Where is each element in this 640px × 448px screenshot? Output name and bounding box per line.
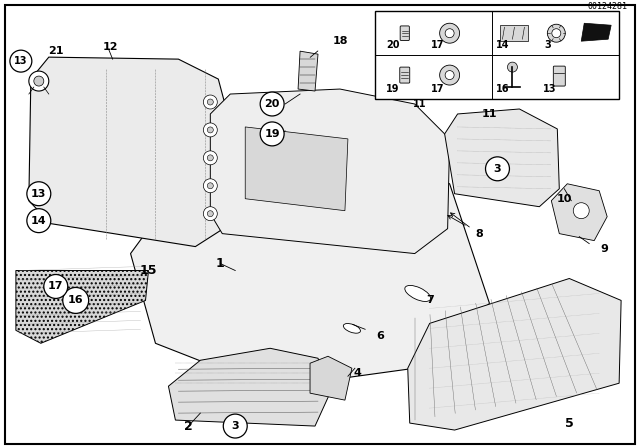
Circle shape	[204, 179, 218, 193]
Polygon shape	[245, 127, 348, 211]
Circle shape	[204, 95, 218, 109]
Text: 6: 6	[376, 332, 384, 341]
Circle shape	[207, 155, 213, 161]
Polygon shape	[29, 57, 238, 246]
Text: 19: 19	[264, 129, 280, 139]
Polygon shape	[445, 109, 559, 207]
Circle shape	[440, 65, 460, 85]
Circle shape	[207, 127, 213, 133]
Text: 11: 11	[413, 99, 426, 109]
Text: 20: 20	[264, 99, 280, 109]
Text: 11: 11	[482, 109, 497, 119]
Text: 00124281: 00124281	[587, 2, 627, 11]
Polygon shape	[298, 51, 318, 91]
FancyBboxPatch shape	[400, 67, 410, 83]
Circle shape	[204, 151, 218, 165]
Circle shape	[508, 62, 517, 72]
Polygon shape	[408, 279, 621, 430]
Circle shape	[29, 71, 49, 91]
Polygon shape	[16, 271, 148, 343]
Circle shape	[573, 202, 589, 219]
Circle shape	[552, 29, 561, 38]
Circle shape	[204, 123, 218, 137]
Text: 15: 15	[140, 264, 157, 277]
Circle shape	[445, 29, 454, 38]
Circle shape	[547, 24, 565, 42]
Circle shape	[44, 275, 68, 298]
Text: 13: 13	[543, 84, 556, 94]
Text: 16: 16	[68, 295, 84, 306]
Bar	[375, 11, 619, 99]
Circle shape	[207, 183, 213, 189]
Text: 17: 17	[431, 84, 444, 94]
Text: 7: 7	[426, 295, 433, 306]
Circle shape	[207, 99, 213, 105]
Circle shape	[27, 209, 51, 233]
Circle shape	[10, 50, 32, 72]
Text: 3: 3	[544, 40, 550, 50]
Text: 10: 10	[557, 194, 572, 204]
FancyBboxPatch shape	[400, 26, 410, 40]
Polygon shape	[581, 23, 611, 41]
Text: 17: 17	[48, 281, 63, 292]
Text: 2: 2	[184, 420, 193, 433]
Circle shape	[207, 211, 213, 217]
Text: 9: 9	[600, 244, 608, 254]
Text: 13: 13	[14, 56, 28, 66]
Text: 13: 13	[31, 189, 47, 199]
Ellipse shape	[344, 323, 360, 333]
Circle shape	[440, 23, 460, 43]
Text: 19: 19	[386, 84, 399, 94]
Text: 4: 4	[354, 368, 362, 378]
Ellipse shape	[405, 285, 431, 302]
Text: 20: 20	[386, 40, 399, 50]
Text: 14: 14	[31, 215, 47, 226]
Circle shape	[260, 92, 284, 116]
Polygon shape	[551, 184, 607, 241]
Circle shape	[204, 207, 218, 221]
Text: 12: 12	[103, 42, 118, 52]
Circle shape	[34, 76, 44, 86]
Circle shape	[27, 182, 51, 206]
Polygon shape	[310, 356, 352, 400]
Polygon shape	[500, 25, 529, 41]
Circle shape	[260, 122, 284, 146]
Text: 8: 8	[476, 228, 483, 239]
Text: 1: 1	[216, 257, 225, 270]
Text: 21: 21	[48, 46, 63, 56]
Text: 3: 3	[493, 164, 501, 174]
Text: 5: 5	[565, 417, 573, 430]
Circle shape	[63, 288, 89, 314]
Polygon shape	[168, 348, 330, 426]
Text: 3: 3	[232, 421, 239, 431]
Text: 16: 16	[496, 84, 509, 94]
FancyBboxPatch shape	[554, 66, 565, 86]
Text: 14: 14	[496, 40, 509, 50]
Circle shape	[445, 71, 454, 80]
Text: 17: 17	[431, 40, 444, 50]
Circle shape	[223, 414, 247, 438]
Text: 18: 18	[332, 36, 348, 46]
Circle shape	[486, 157, 509, 181]
Polygon shape	[211, 89, 450, 254]
Polygon shape	[131, 154, 490, 388]
